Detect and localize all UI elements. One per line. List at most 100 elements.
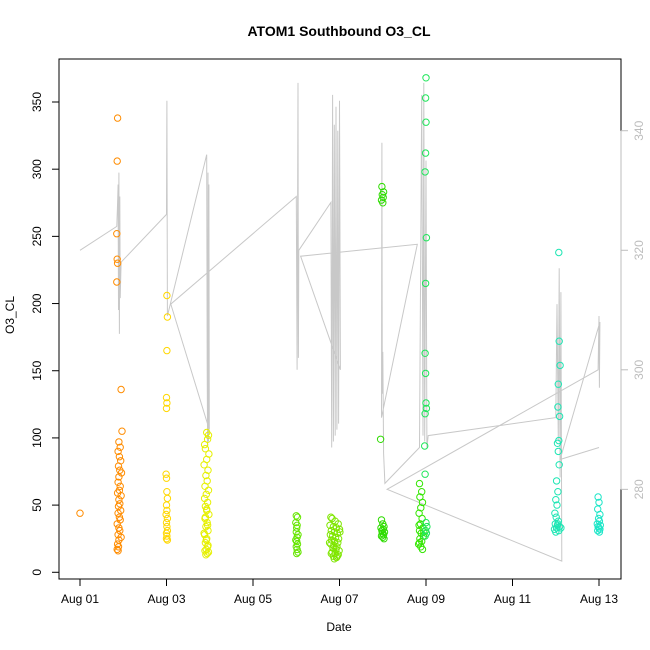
data-point bbox=[555, 248, 563, 257]
data-point bbox=[202, 536, 211, 544]
x-tick-label: Aug 03 bbox=[147, 592, 185, 606]
data-point bbox=[422, 74, 430, 82]
data-point bbox=[554, 380, 562, 388]
data-point bbox=[421, 279, 430, 288]
data-point bbox=[415, 521, 423, 529]
data-point bbox=[204, 486, 213, 494]
data-point bbox=[378, 182, 386, 191]
data-point bbox=[114, 509, 122, 517]
x-tick-label: Aug 07 bbox=[320, 592, 358, 606]
data-point bbox=[554, 403, 562, 411]
data-point bbox=[203, 518, 211, 527]
data-point bbox=[162, 501, 171, 509]
data-point bbox=[380, 535, 388, 543]
data-point bbox=[113, 255, 121, 263]
secondary-trace-line bbox=[79, 82, 601, 562]
data-point bbox=[555, 461, 563, 469]
data-point bbox=[326, 521, 334, 529]
data-point bbox=[200, 440, 209, 449]
data-point bbox=[421, 442, 429, 450]
data-point bbox=[117, 469, 126, 477]
data-point bbox=[114, 478, 122, 486]
y-tick-label: 300 bbox=[30, 159, 44, 179]
data-point bbox=[553, 501, 561, 509]
data-point bbox=[163, 399, 171, 407]
data-point bbox=[163, 506, 171, 515]
data-point bbox=[201, 547, 209, 555]
data-point bbox=[163, 291, 171, 300]
y-tick-label: 250 bbox=[30, 226, 44, 246]
data-point bbox=[421, 149, 430, 157]
data-point bbox=[553, 439, 562, 447]
data-point bbox=[200, 529, 208, 537]
data-point bbox=[422, 404, 431, 413]
data-point bbox=[418, 514, 426, 523]
data-point bbox=[163, 313, 172, 321]
data-point bbox=[76, 509, 84, 517]
data-point bbox=[163, 346, 171, 355]
data-point bbox=[552, 496, 560, 504]
data-point bbox=[203, 521, 212, 529]
data-point bbox=[594, 493, 602, 501]
data-point bbox=[421, 410, 429, 418]
data-point bbox=[114, 547, 122, 555]
data-point bbox=[113, 520, 121, 528]
data-point bbox=[418, 488, 426, 496]
data-point bbox=[113, 545, 121, 554]
data-point bbox=[202, 551, 210, 559]
data-point bbox=[202, 490, 211, 498]
data-point bbox=[202, 522, 210, 531]
data-point bbox=[117, 385, 125, 394]
x-axis: Aug 01 Aug 03 Aug 05 Aug 07 Aug 09 Aug 11 Aug … bbox=[61, 578, 618, 606]
data-point bbox=[162, 404, 171, 413]
data-point bbox=[417, 504, 425, 512]
y-tick-label: 150 bbox=[30, 360, 44, 380]
data-point bbox=[552, 477, 561, 485]
data-point bbox=[554, 447, 562, 456]
data-point bbox=[596, 510, 604, 519]
y2-tick-label: 280 bbox=[632, 479, 646, 499]
y-axis-label: O3_CL bbox=[3, 296, 17, 334]
data-point bbox=[203, 505, 211, 513]
data-point bbox=[327, 513, 335, 521]
x-axis-label: Date bbox=[326, 620, 352, 634]
data-point bbox=[594, 526, 602, 535]
data-point bbox=[555, 412, 564, 421]
y2-tick-label: 340 bbox=[632, 120, 646, 140]
data-point bbox=[551, 509, 559, 517]
data-point bbox=[421, 349, 429, 357]
data-point bbox=[162, 474, 171, 482]
data-point bbox=[113, 114, 122, 122]
data-point bbox=[204, 431, 213, 439]
data-point bbox=[377, 516, 386, 524]
y2-axis: 280 300 320 340 bbox=[620, 120, 646, 499]
data-point bbox=[554, 488, 562, 496]
data-point bbox=[422, 518, 430, 527]
data-point bbox=[595, 528, 604, 536]
data-point bbox=[293, 513, 302, 521]
data-point bbox=[293, 549, 301, 558]
data-point bbox=[421, 470, 429, 478]
data-point bbox=[294, 548, 302, 556]
data-point bbox=[415, 539, 424, 547]
data-point bbox=[552, 528, 560, 536]
data-point bbox=[325, 539, 334, 547]
data-point bbox=[422, 118, 430, 126]
data-point bbox=[336, 528, 344, 536]
data-point bbox=[421, 94, 430, 102]
y-tick-label: 350 bbox=[30, 92, 44, 112]
data-point bbox=[421, 532, 429, 540]
data-point bbox=[200, 461, 208, 469]
data-point bbox=[333, 552, 341, 560]
data-point bbox=[556, 361, 564, 370]
data-point bbox=[115, 473, 123, 481]
chart-title: ATOM1 Southbound O3_CL bbox=[247, 23, 430, 39]
y2-tick-label: 320 bbox=[632, 240, 646, 260]
x-tick-label: Aug 11 bbox=[494, 592, 531, 606]
y-tick-label: 0 bbox=[30, 569, 44, 576]
data-point bbox=[293, 524, 301, 532]
data-point bbox=[115, 438, 123, 446]
data-point bbox=[113, 278, 121, 286]
data-point bbox=[114, 447, 122, 456]
